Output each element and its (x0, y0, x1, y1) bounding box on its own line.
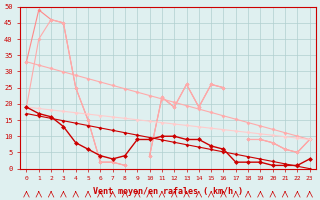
X-axis label: Vent moyen/en rafales ( km/h ): Vent moyen/en rafales ( km/h ) (93, 187, 243, 196)
